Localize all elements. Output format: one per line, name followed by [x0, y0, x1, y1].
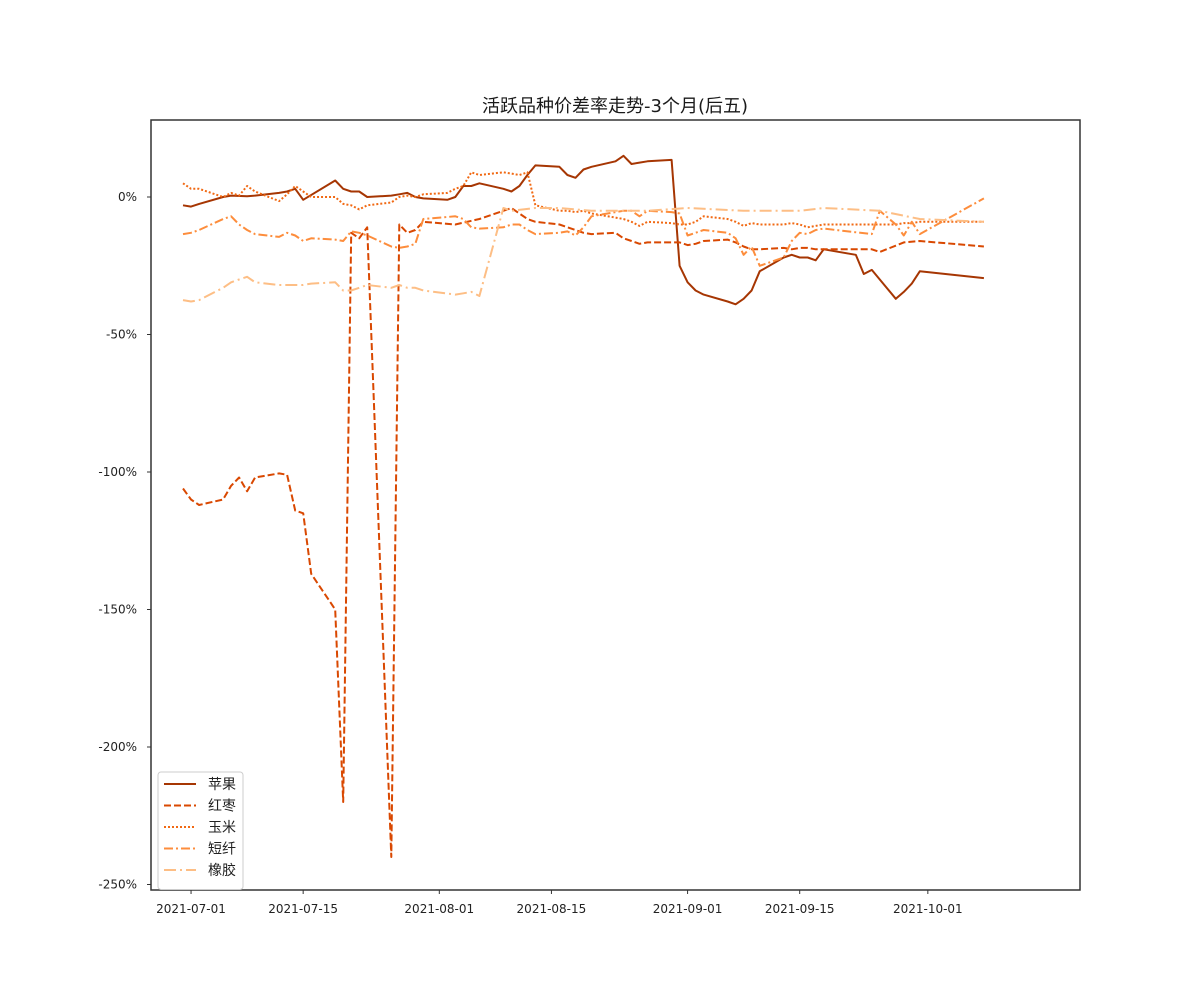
series-line-1 — [182, 154, 985, 306]
legend-label: 苹果 — [208, 777, 236, 793]
y-tick-label: 0% — [118, 190, 137, 204]
x-tick-label: 2021-07-01 — [156, 902, 226, 916]
y-tick-label: -150% — [98, 603, 137, 617]
legend-box — [157, 771, 244, 890]
legend-label: 玉米 — [208, 820, 236, 836]
x-tick-label: 2021-09-15 — [765, 902, 835, 916]
series-line-3 — [182, 171, 984, 229]
y-tick-label: -100% — [98, 465, 137, 479]
series-line-2 — [182, 207, 984, 858]
chart-title: 活跃品种价差率走势-3个月(后五) — [482, 96, 748, 117]
series-line-5 — [182, 207, 984, 303]
x-tick-label: 2021-07-15 — [268, 902, 338, 916]
x-tick-label: 2021-10-01 — [893, 902, 963, 916]
legend-label: 红枣 — [208, 799, 236, 815]
legend-label: 短纤 — [208, 842, 236, 858]
x-tick-label: 2021-09-01 — [653, 902, 723, 916]
legend-label: 橡胶 — [208, 862, 236, 879]
y-tick-label: -50% — [106, 328, 137, 342]
y-tick-label: -200% — [98, 740, 137, 754]
y-tick-label: -250% — [98, 878, 137, 892]
x-tick-label: 2021-08-15 — [517, 902, 587, 916]
x-tick-label: 2021-08-01 — [404, 902, 474, 916]
plot-frame — [150, 119, 1081, 891]
